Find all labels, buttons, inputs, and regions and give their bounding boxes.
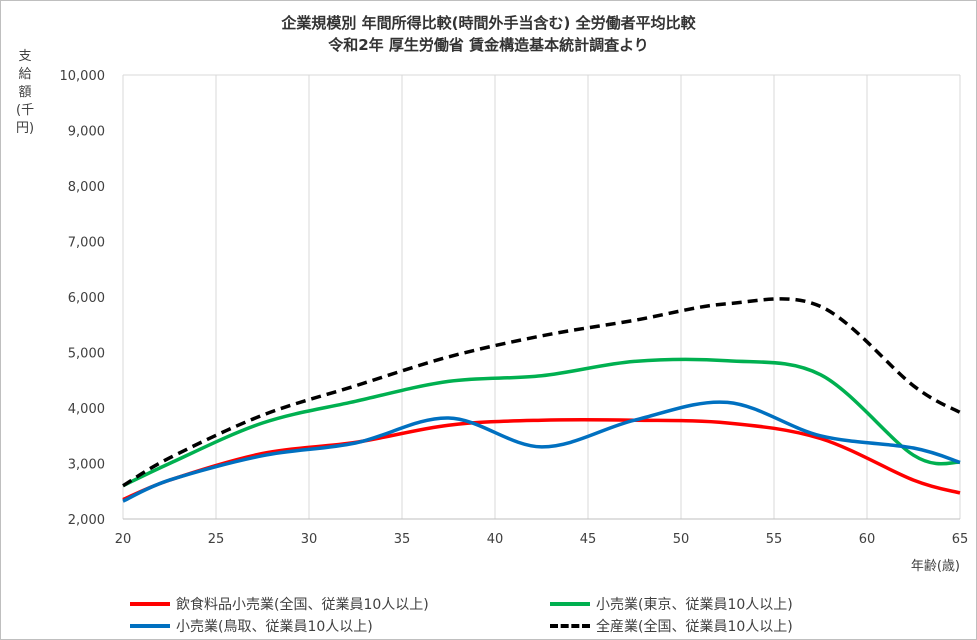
y-tick-label: 4,000 [68,402,105,417]
legend-item: 小売業(鳥取、従業員10人以上) [130,616,373,636]
legend-swatch [550,602,590,606]
x-axis-label: 年齢(歳) [911,559,960,574]
line-chart: 20 25 30 35 40 45 50 55 60 65 2,000 3,000 4,000 5,000… [60,69,969,574]
legend-item: 小売業(東京、従業員10人以上) [550,594,793,614]
y-tick-label: 7,000 [68,236,105,251]
legend-swatch [130,602,170,606]
x-tick-label: 55 [766,532,783,547]
x-tick-label: 25 [208,532,225,547]
legend-item: 全産業(全国、従業員10人以上) [550,616,793,636]
legend-label: 小売業(東京、従業員10人以上) [596,597,793,613]
x-tick-label: 40 [487,532,504,547]
x-tick-label: 35 [394,532,411,547]
series-line-retail-tokyo [122,357,961,488]
x-tick-label: 45 [580,532,597,547]
x-tick-label: 65 [952,532,969,547]
y-tick-label: 8,000 [68,180,105,195]
grid-layer [122,74,961,519]
series-layer [122,297,961,503]
legend-label: 飲食料品小売業(全国、従業員10人以上) [176,597,429,613]
y-axis-label: 支給額(千円) [16,49,35,136]
x-tick-label: 60 [859,532,876,547]
x-tick-label: 30 [301,532,318,547]
legend: 飲食料品小売業(全国、従業員10人以上) 小売業(東京、従業員10人以上) 小売業(… [130,594,930,638]
y-tick-label: 9,000 [68,125,105,140]
y-tick-label: 3,000 [68,458,105,473]
series-line-retail-tottori [122,400,961,503]
y-tick-label: 2,000 [68,513,105,528]
axis-layer: 20 25 30 35 40 45 50 55 60 65 2,000 3,000 4,000 5,000… [60,69,969,547]
y-tick-label: 10,000 [60,69,106,84]
x-tick-label: 20 [115,532,132,547]
legend-swatch [130,624,170,628]
chart-title-line1: 企業規模別 年間所得比較(時間外手当含む) 全労働者平均比較 [281,14,696,32]
y-tick-label: 5,000 [68,347,105,362]
legend-label: 全産業(全国、従業員10人以上) [596,619,793,635]
series-line-food-retail [122,417,961,502]
x-tick-label: 50 [673,532,690,547]
legend-item: 飲食料品小売業(全国、従業員10人以上) [130,594,429,614]
chart-title-line2: 令和2年 厚生労働省 賃金構造基本統計調査より [328,36,649,54]
y-tick-label: 6,000 [68,291,105,306]
series-line-all-industries [122,297,961,488]
legend-label: 小売業(鳥取、従業員10人以上) [176,619,373,635]
legend-swatch [550,624,590,628]
